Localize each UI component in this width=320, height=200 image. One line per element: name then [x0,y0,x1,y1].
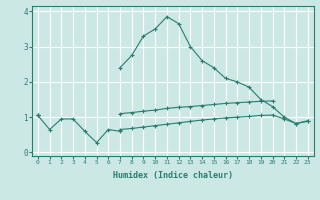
X-axis label: Humidex (Indice chaleur): Humidex (Indice chaleur) [113,171,233,180]
